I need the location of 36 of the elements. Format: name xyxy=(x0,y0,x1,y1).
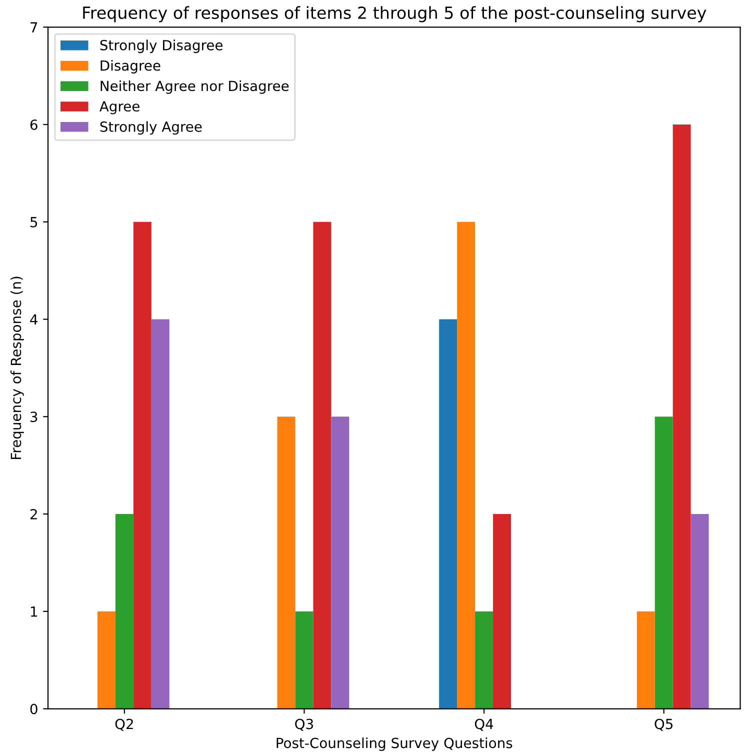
x-tick-label: Q2 xyxy=(115,718,133,731)
x-axis-title: Post-Counseling Survey Questions xyxy=(276,737,512,751)
bar xyxy=(97,611,116,709)
bar xyxy=(636,611,655,709)
legend-label: Strongly Disagree xyxy=(100,40,223,54)
y-tick-label: 0 xyxy=(30,704,38,714)
y-tick-label: 3 xyxy=(30,412,38,422)
bar xyxy=(457,222,476,709)
y-tick-label: 4 xyxy=(30,314,38,325)
bar xyxy=(493,514,511,709)
bar xyxy=(295,611,314,709)
chart-title: Frequency of responses of items 2 through 5 of the post-counseling survey xyxy=(83,6,706,22)
bar xyxy=(331,416,350,709)
legend-label: Agree xyxy=(99,101,140,114)
y-axis-title: Frequency of Response (n) xyxy=(10,276,24,459)
y-tick-label: 2 xyxy=(30,508,37,520)
bar xyxy=(277,416,296,709)
x-tick-label: Q5 xyxy=(654,718,673,731)
bar xyxy=(133,222,152,709)
bar xyxy=(151,319,170,709)
x-tick-label: Q3 xyxy=(295,718,313,731)
bar xyxy=(313,222,332,709)
y-tick-label: 1 xyxy=(30,606,37,617)
y-tick-label: 6 xyxy=(30,119,38,130)
bar xyxy=(690,514,709,709)
legend-label: Strongly Agree xyxy=(100,121,202,135)
bar xyxy=(654,416,673,709)
bar xyxy=(115,514,134,709)
y-tick-label: 7 xyxy=(30,22,38,32)
legend-label: Neither Agree nor Disagree xyxy=(100,80,289,94)
legend-label: Disagree xyxy=(100,60,160,74)
y-tick-label: 5 xyxy=(30,217,38,228)
bar xyxy=(439,319,458,709)
bar xyxy=(672,124,691,709)
bar xyxy=(475,611,494,709)
x-tick-label: Q4 xyxy=(474,718,494,731)
